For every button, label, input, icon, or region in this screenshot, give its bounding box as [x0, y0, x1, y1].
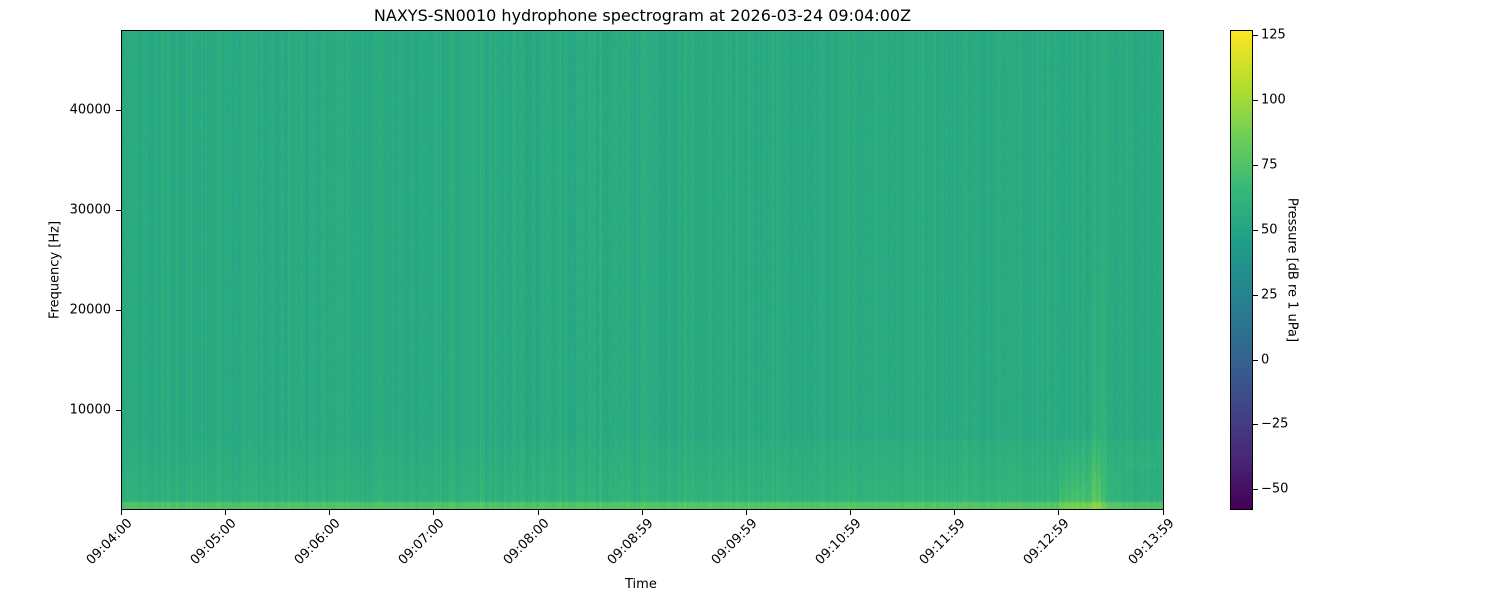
x-tick	[1162, 510, 1164, 515]
spectrogram-image	[122, 31, 1163, 509]
x-tick	[329, 510, 331, 515]
x-tick	[641, 510, 643, 515]
x-tick-label: 09:05:00	[187, 516, 240, 568]
colorbar-tick-label: 75	[1261, 157, 1278, 173]
x-tick-label: 09:13:59	[1125, 516, 1178, 568]
x-tick-label: 09:12:59	[1021, 516, 1073, 568]
x-tick-label: 09:06:00	[292, 516, 344, 568]
x-tick-label: 09:04:00	[83, 516, 136, 568]
colorbar-tick-label: −50	[1261, 481, 1289, 497]
x-tick-label: 09:08:00	[500, 516, 553, 568]
y-tick-label: 10000	[69, 402, 111, 418]
x-tick	[537, 510, 539, 515]
y-axis-label: Frequency [Hz]	[47, 220, 63, 320]
x-tick-label: 09:10:59	[812, 516, 865, 568]
colorbar-tick	[1253, 229, 1258, 231]
x-tick	[745, 510, 747, 515]
y-tick-label: 30000	[69, 202, 111, 218]
colorbar-tick	[1253, 100, 1258, 102]
colorbar-tick-label: −25	[1261, 416, 1289, 432]
x-tick-label: 09:09:59	[708, 516, 761, 568]
x-tick	[850, 510, 852, 515]
colorbar-tick-label: 100	[1261, 92, 1286, 108]
y-tick	[116, 410, 121, 411]
colorbar-tick	[1253, 164, 1258, 166]
x-tick-label: 09:08:59	[604, 516, 657, 568]
colorbar-tick-label: 125	[1261, 27, 1286, 43]
x-tick	[121, 510, 122, 515]
colorbar-tick-label: 25	[1261, 287, 1278, 303]
y-tick-label: 20000	[69, 302, 111, 318]
colorbar-label: Pressure [dB re 1 uPa]	[1284, 197, 1300, 343]
x-tick	[1058, 510, 1060, 515]
x-tick	[225, 510, 227, 515]
x-tick	[433, 510, 435, 515]
x-axis-label: Time	[625, 577, 657, 592]
colorbar-tick	[1253, 489, 1258, 491]
colorbar-tick-label: 0	[1261, 352, 1270, 367]
y-tick	[116, 210, 121, 211]
colorbar-tick-label: 50	[1261, 222, 1278, 238]
chart-title: NAXYS-SN0010 hydrophone spectrogram at 2…	[373, 6, 912, 25]
colorbar-tick	[1253, 35, 1258, 37]
colorbar-tick	[1253, 294, 1258, 296]
x-tick-label: 09:11:59	[916, 516, 969, 568]
x-tick	[954, 510, 956, 515]
colorbar-tick	[1253, 424, 1258, 426]
colorbar-tick	[1253, 359, 1258, 361]
y-tick	[116, 310, 121, 311]
x-tick-label: 09:07:00	[396, 516, 449, 568]
plot-area	[121, 30, 1164, 510]
y-tick-label: 40000	[69, 102, 111, 118]
y-tick	[116, 110, 121, 111]
colorbar	[1230, 30, 1253, 510]
